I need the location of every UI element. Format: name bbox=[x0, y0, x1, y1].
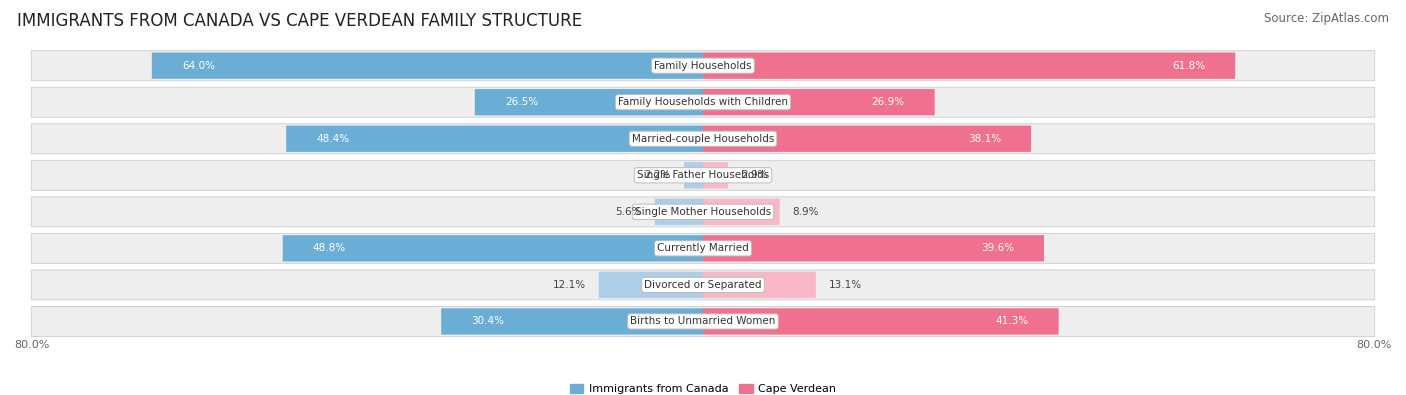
FancyBboxPatch shape bbox=[599, 272, 703, 298]
FancyBboxPatch shape bbox=[703, 162, 728, 188]
Text: Married-couple Households: Married-couple Households bbox=[631, 134, 775, 144]
FancyBboxPatch shape bbox=[703, 308, 1059, 335]
Text: 38.1%: 38.1% bbox=[967, 134, 1001, 144]
FancyBboxPatch shape bbox=[283, 235, 703, 261]
FancyBboxPatch shape bbox=[287, 126, 703, 152]
FancyBboxPatch shape bbox=[703, 235, 1045, 261]
FancyBboxPatch shape bbox=[31, 270, 1375, 300]
Text: 26.9%: 26.9% bbox=[872, 97, 904, 107]
FancyBboxPatch shape bbox=[703, 89, 935, 115]
Legend: Immigrants from Canada, Cape Verdean: Immigrants from Canada, Cape Verdean bbox=[565, 379, 841, 395]
Text: 2.9%: 2.9% bbox=[741, 170, 768, 180]
FancyBboxPatch shape bbox=[31, 197, 1375, 227]
Text: 12.1%: 12.1% bbox=[553, 280, 586, 290]
Text: 80.0%: 80.0% bbox=[1357, 340, 1392, 350]
Text: 30.4%: 30.4% bbox=[471, 316, 505, 326]
FancyBboxPatch shape bbox=[475, 89, 703, 115]
Text: 48.8%: 48.8% bbox=[314, 243, 346, 253]
Text: Single Father Households: Single Father Households bbox=[637, 170, 769, 180]
FancyBboxPatch shape bbox=[441, 308, 703, 335]
FancyBboxPatch shape bbox=[31, 307, 1375, 337]
Text: IMMIGRANTS FROM CANADA VS CAPE VERDEAN FAMILY STRUCTURE: IMMIGRANTS FROM CANADA VS CAPE VERDEAN F… bbox=[17, 12, 582, 30]
Text: Divorced or Separated: Divorced or Separated bbox=[644, 280, 762, 290]
Text: 8.9%: 8.9% bbox=[793, 207, 820, 217]
FancyBboxPatch shape bbox=[152, 53, 703, 79]
FancyBboxPatch shape bbox=[685, 162, 703, 188]
FancyBboxPatch shape bbox=[31, 87, 1375, 117]
Text: 39.6%: 39.6% bbox=[981, 243, 1014, 253]
Text: Currently Married: Currently Married bbox=[657, 243, 749, 253]
Text: 61.8%: 61.8% bbox=[1173, 61, 1205, 71]
FancyBboxPatch shape bbox=[655, 199, 703, 225]
Text: 64.0%: 64.0% bbox=[181, 61, 215, 71]
Text: Births to Unmarried Women: Births to Unmarried Women bbox=[630, 316, 776, 326]
FancyBboxPatch shape bbox=[703, 272, 815, 298]
FancyBboxPatch shape bbox=[31, 51, 1375, 81]
FancyBboxPatch shape bbox=[31, 160, 1375, 190]
Text: 2.2%: 2.2% bbox=[644, 170, 671, 180]
Text: 48.4%: 48.4% bbox=[316, 134, 350, 144]
Text: Family Households: Family Households bbox=[654, 61, 752, 71]
Text: Single Mother Households: Single Mother Households bbox=[636, 207, 770, 217]
Text: 26.5%: 26.5% bbox=[505, 97, 538, 107]
Text: Family Households with Children: Family Households with Children bbox=[619, 97, 787, 107]
FancyBboxPatch shape bbox=[703, 53, 1236, 79]
FancyBboxPatch shape bbox=[31, 233, 1375, 263]
Text: 5.6%: 5.6% bbox=[616, 207, 643, 217]
FancyBboxPatch shape bbox=[703, 199, 780, 225]
Text: Source: ZipAtlas.com: Source: ZipAtlas.com bbox=[1264, 12, 1389, 25]
FancyBboxPatch shape bbox=[31, 124, 1375, 154]
Text: 80.0%: 80.0% bbox=[14, 340, 49, 350]
Text: 13.1%: 13.1% bbox=[828, 280, 862, 290]
Text: 41.3%: 41.3% bbox=[995, 316, 1029, 326]
FancyBboxPatch shape bbox=[703, 126, 1031, 152]
